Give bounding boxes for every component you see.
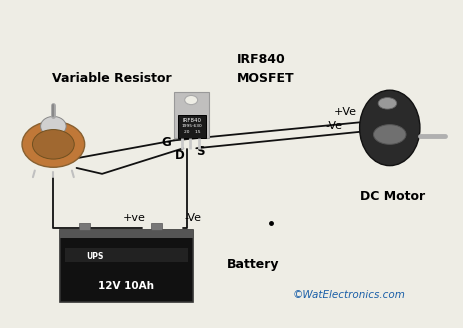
Bar [60, 230, 192, 302]
Text: D: D [175, 149, 185, 162]
Text: IRF840: IRF840 [182, 118, 201, 123]
Text: S: S [196, 145, 204, 158]
Text: MOSFET: MOSFET [236, 72, 294, 85]
Text: 12V 10Ah: 12V 10Ah [98, 281, 154, 291]
Ellipse shape [32, 130, 74, 159]
Text: -Ve: -Ve [325, 121, 342, 131]
Text: Variable Resistor: Variable Resistor [51, 72, 171, 85]
Ellipse shape [373, 125, 405, 144]
Bar [79, 223, 90, 230]
Text: IRF840: IRF840 [236, 52, 285, 66]
Text: 1995·630: 1995·630 [181, 124, 202, 128]
Circle shape [184, 95, 197, 105]
Text: -Ve: -Ve [184, 213, 200, 223]
Bar [177, 115, 206, 138]
Text: G: G [161, 136, 171, 149]
Text: Battery: Battery [227, 257, 279, 271]
Text: +ve: +ve [123, 213, 146, 223]
Ellipse shape [41, 116, 66, 136]
Ellipse shape [359, 90, 419, 166]
Text: ©WatElectronics.com: ©WatElectronics.com [292, 290, 404, 300]
Text: +Ve: +Ve [333, 107, 357, 116]
Bar [65, 248, 188, 262]
Bar [174, 92, 208, 138]
Text: DC Motor: DC Motor [359, 190, 424, 203]
Text: UPS: UPS [86, 252, 103, 261]
Ellipse shape [22, 121, 85, 167]
Ellipse shape [377, 98, 396, 109]
Bar [150, 223, 162, 230]
Bar [60, 230, 192, 238]
Text: 20    15: 20 15 [183, 130, 200, 134]
